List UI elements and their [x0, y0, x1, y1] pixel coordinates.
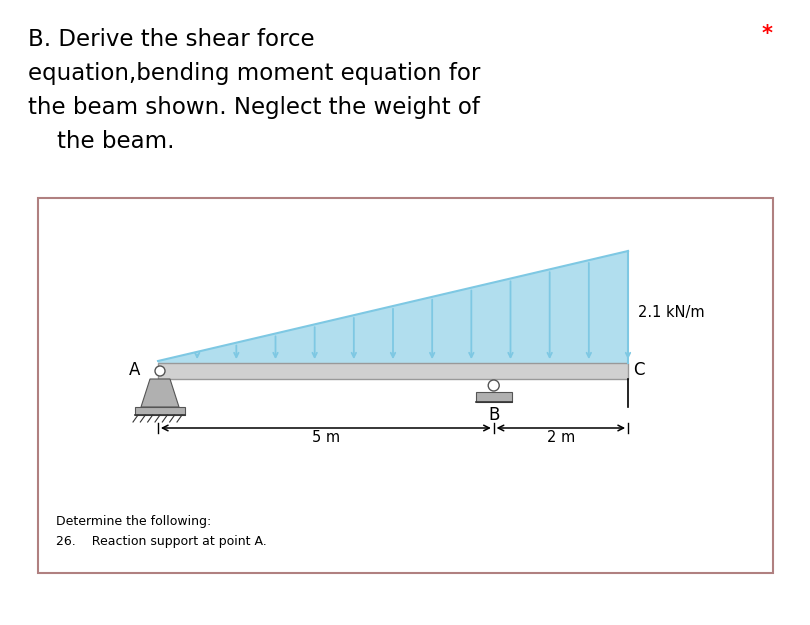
Bar: [38, 198, 773, 573]
Text: 5 m: 5 m: [312, 430, 340, 445]
Circle shape: [155, 366, 165, 376]
Text: C: C: [633, 361, 645, 379]
Polygon shape: [158, 251, 628, 363]
Text: 2 m: 2 m: [547, 430, 575, 445]
Text: the beam.: the beam.: [28, 130, 174, 153]
Polygon shape: [141, 379, 179, 407]
Text: *: *: [762, 24, 773, 44]
Text: B: B: [488, 406, 500, 424]
Text: 26.    Reaction support at point A.: 26. Reaction support at point A.: [56, 535, 266, 548]
Bar: [475, 392, 512, 402]
Bar: [135, 407, 185, 415]
Circle shape: [488, 380, 499, 391]
Text: A: A: [129, 361, 140, 379]
Bar: [158, 363, 628, 379]
Text: 2.1 kN/m: 2.1 kN/m: [638, 305, 705, 320]
Text: equation,bending moment equation for: equation,bending moment equation for: [28, 62, 480, 85]
Text: B. Derive the shear force: B. Derive the shear force: [28, 28, 314, 51]
Text: Determine the following:: Determine the following:: [56, 515, 211, 528]
Text: the beam shown. Neglect the weight of: the beam shown. Neglect the weight of: [28, 96, 480, 119]
